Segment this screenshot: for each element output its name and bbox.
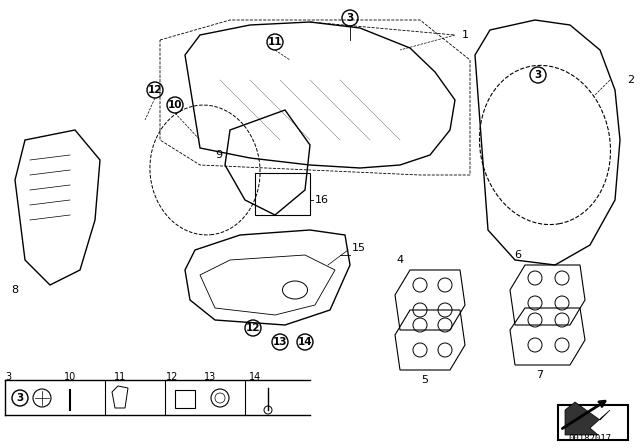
Polygon shape — [565, 402, 610, 435]
Text: 1: 1 — [462, 30, 469, 40]
Text: 3: 3 — [5, 372, 11, 382]
Text: 3: 3 — [534, 70, 541, 80]
Text: 14: 14 — [298, 337, 312, 347]
Text: 10: 10 — [64, 372, 76, 382]
Text: 12: 12 — [166, 372, 178, 382]
Text: 12: 12 — [246, 323, 260, 333]
Text: 6: 6 — [515, 250, 522, 260]
Text: 13: 13 — [273, 337, 287, 347]
Text: 13: 13 — [204, 372, 216, 382]
Text: 15: 15 — [352, 243, 366, 253]
Text: 16: 16 — [315, 195, 329, 205]
Text: 2: 2 — [627, 75, 634, 85]
Text: 12: 12 — [148, 85, 163, 95]
Text: 3: 3 — [346, 13, 354, 23]
Text: 8: 8 — [12, 285, 19, 295]
Text: 10: 10 — [168, 100, 182, 110]
Text: 11: 11 — [114, 372, 126, 382]
Text: 14: 14 — [249, 372, 261, 382]
Text: 5: 5 — [422, 375, 429, 385]
Text: 00182017: 00182017 — [568, 434, 611, 443]
Text: 11: 11 — [268, 37, 282, 47]
Text: 4: 4 — [396, 255, 404, 265]
Text: 7: 7 — [536, 370, 543, 380]
Text: 3: 3 — [17, 393, 24, 403]
Text: 9: 9 — [215, 150, 222, 160]
